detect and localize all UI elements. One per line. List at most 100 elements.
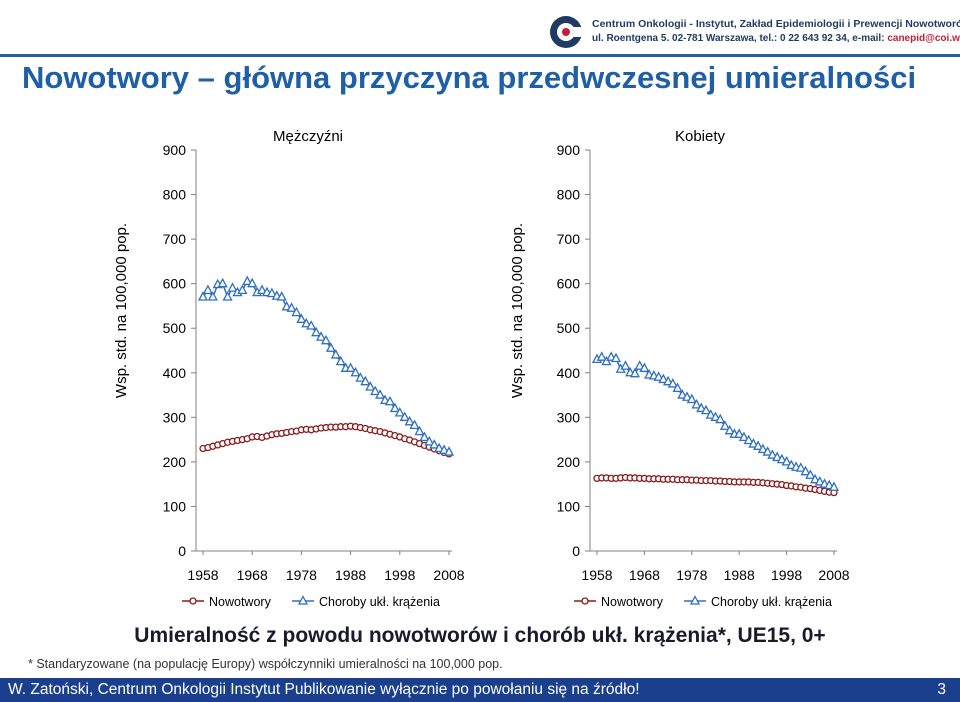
x-tick-label: 1968 (629, 567, 660, 583)
x-tick-label: 2008 (818, 567, 849, 583)
data-point (320, 334, 332, 345)
series-choroby-ukl-krazenia (591, 351, 840, 491)
chart-subtitle: Umieralność z powodu nowotworów i chorób… (134, 624, 826, 647)
legend-label: Nowotwory (601, 595, 664, 609)
data-point (306, 320, 317, 330)
data-point (663, 375, 674, 386)
data-point (291, 306, 302, 317)
data-point (345, 362, 356, 372)
legend-label: Choroby ukł. krążenia (711, 595, 832, 609)
data-point (311, 326, 322, 337)
data-point (828, 481, 840, 491)
series-nowotwory (593, 473, 838, 497)
institute-contact: ul. Roentgena 5. 02-781 Warszawa, tel.: … (592, 33, 960, 44)
data-point (429, 439, 440, 449)
data-point (629, 367, 641, 378)
data-point (389, 402, 400, 413)
data-point (301, 317, 312, 328)
y-tick-label: 500 (557, 320, 581, 336)
data-point (237, 284, 248, 294)
y-tick-label: 300 (557, 409, 581, 425)
y-tick-label: 0 (572, 543, 580, 559)
x-tick-label: 1958 (581, 567, 612, 583)
data-point (217, 277, 228, 288)
institute-email[interactable]: canepid@coi.waw.pl (887, 33, 960, 44)
y-tick-label: 900 (557, 142, 581, 158)
data-point (242, 275, 253, 286)
data-point (202, 284, 214, 294)
legend-label: Choroby ukł. krążenia (319, 595, 440, 609)
y-tick-label: 800 (557, 187, 581, 203)
legend-marker (689, 595, 701, 605)
data-point (814, 476, 825, 486)
y-tick-label: 400 (163, 365, 187, 381)
y-tick-label: 600 (163, 276, 187, 292)
data-point (653, 371, 664, 381)
x-tick-label: 2008 (433, 567, 464, 583)
data-point (738, 431, 750, 442)
y-tick-label: 200 (163, 454, 187, 470)
data-point (601, 355, 612, 366)
data-point (315, 331, 327, 341)
data-point (335, 355, 346, 366)
data-point (330, 349, 341, 359)
institute-logo-icon (550, 16, 584, 48)
y-tick-label: 900 (163, 142, 187, 158)
chart-panel-1: Mężczyźni Wsp. std. na 100,000 pop. 0 100 20… (113, 128, 465, 609)
data-point (762, 446, 773, 456)
x-tick-label: 1978 (676, 567, 707, 583)
data-point (700, 404, 712, 415)
data-point (414, 425, 425, 436)
data-point (256, 284, 268, 294)
chart-panel-2: Kobiety Wsp. std. na 100,000 pop. 0 100 200 3… (509, 128, 850, 609)
data-point (404, 415, 415, 426)
data-point (686, 393, 697, 404)
data-point (767, 449, 778, 459)
page-title: Nowotwory – główna przyczyna przedwczesn… (22, 60, 917, 95)
data-point (222, 291, 233, 301)
institute-name: Centrum Onkologii - Instytut, Zakład Epi… (592, 18, 960, 30)
data-point (772, 451, 783, 462)
y-tick-label: 0 (178, 543, 186, 559)
footnote: * Standaryzowane (na populację Europy) w… (28, 657, 503, 671)
data-point (658, 373, 669, 384)
y-axis-label: Wsp. std. na 100,000 pop. (113, 223, 130, 398)
y-tick-label: 500 (163, 320, 187, 336)
data-point (781, 456, 792, 466)
chart-title: Mężczyźni (273, 128, 343, 145)
y-tick-label: 800 (163, 187, 187, 203)
data-point (438, 444, 450, 454)
x-tick-label: 1988 (335, 567, 366, 583)
data-point (805, 469, 816, 479)
data-point (350, 366, 361, 377)
data-point (734, 428, 745, 438)
data-point (705, 409, 716, 419)
data-point (434, 442, 445, 453)
data-point (207, 291, 218, 301)
data-point (394, 406, 405, 417)
y-tick-label: 400 (557, 365, 581, 381)
x-tick-label: 1988 (724, 567, 755, 583)
data-point (384, 395, 396, 406)
institute-address: ul. Roentgena 5. 02-781 Warszawa, tel.: … (592, 33, 885, 44)
data-point (667, 378, 678, 388)
data-point (748, 438, 759, 448)
legend: Nowotwory Choroby ukł. krążenia (182, 595, 440, 609)
data-point (724, 424, 735, 435)
data-point (596, 351, 607, 361)
data-point (639, 362, 650, 372)
data-point (370, 385, 381, 396)
y-tick-label: 100 (557, 498, 581, 514)
legend-marker (189, 597, 197, 605)
data-point (360, 375, 371, 386)
y-tick-label: 300 (163, 409, 187, 425)
data-point (355, 372, 366, 382)
data-point (776, 453, 787, 464)
data-point (696, 402, 707, 413)
legend: Nowotwory Choroby ukł. krążenia (574, 595, 832, 609)
x-tick-label: 1958 (187, 567, 218, 583)
data-point (620, 360, 631, 370)
charts-area: Mężczyźni Wsp. std. na 100,000 pop. 0 100 20… (113, 128, 850, 609)
data-point (691, 398, 702, 409)
legend-label: Nowotwory (209, 595, 272, 609)
